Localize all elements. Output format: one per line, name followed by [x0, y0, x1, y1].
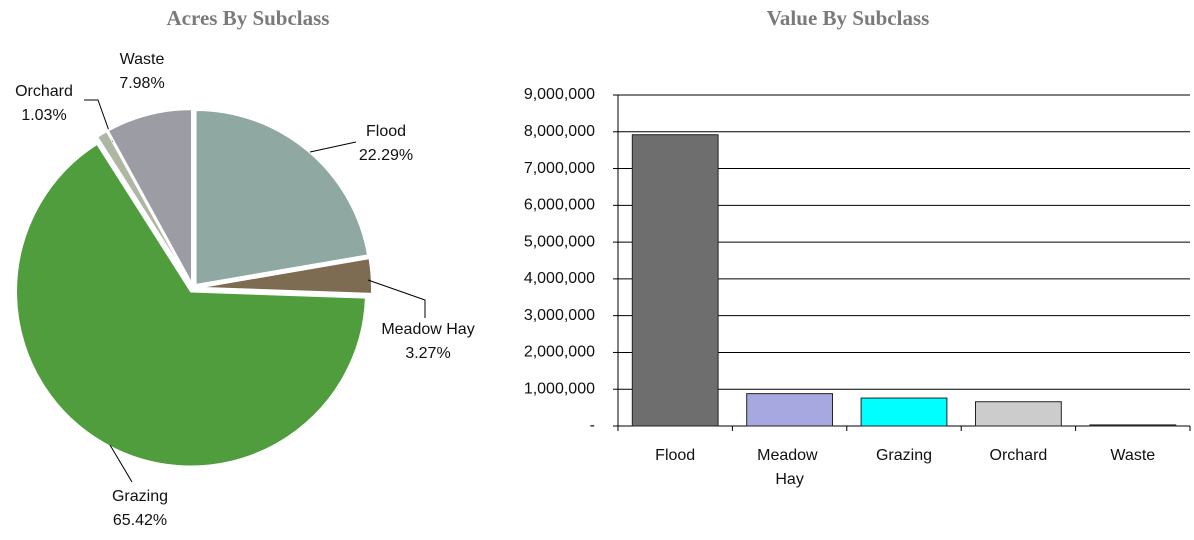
x-tick-label: Flood: [655, 447, 695, 464]
slice-value-label: 7.98%: [119, 75, 164, 92]
bar: [746, 393, 834, 427]
y-tick-label: 6,000,000: [524, 197, 595, 214]
pie-slice: [196, 256, 373, 295]
bar: [631, 134, 719, 427]
y-tick-label: 7,000,000: [524, 160, 595, 177]
slice-label: Waste: [120, 51, 165, 68]
slice-label: Flood: [366, 123, 406, 140]
y-tick-label: 2,000,000: [524, 344, 595, 361]
slice-value-label: 3.27%: [405, 345, 450, 362]
slice-value-label: 1.03%: [21, 107, 66, 124]
slice-value-label: 22.29%: [359, 147, 413, 164]
leader-line: [309, 141, 357, 153]
y-tick-label: 3,000,000: [524, 307, 595, 324]
bar: [860, 397, 948, 427]
slice-label: Meadow Hay: [381, 321, 474, 338]
pie-slice: [194, 108, 370, 287]
x-tick-label: Waste: [1110, 447, 1155, 464]
x-tick-label: Orchard: [990, 447, 1048, 464]
chart-title: Value By Subclass: [767, 6, 930, 30]
bar: [975, 401, 1062, 427]
slice-value-label: 65.42%: [113, 512, 167, 529]
y-tick-label: 1,000,000: [524, 380, 595, 397]
y-tick-label: -: [590, 417, 595, 434]
y-tick-label: 4,000,000: [524, 270, 595, 287]
leader-line: [367, 279, 426, 318]
chart-title: Acres By Subclass: [167, 6, 330, 30]
bar: [1089, 424, 1177, 427]
pie-slice: [95, 129, 192, 286]
leader-line: [84, 99, 114, 143]
x-tick-label: Grazing: [876, 447, 932, 464]
y-tick-label: 9,000,000: [524, 86, 595, 103]
x-tick-label: Meadow Hay: [757, 447, 822, 488]
leader-line: [109, 444, 133, 483]
y-tick-label: 8,000,000: [524, 123, 595, 140]
pie-slice: [15, 142, 367, 468]
slice-label: Orchard: [15, 83, 73, 100]
slice-label: Grazing: [112, 488, 168, 505]
y-tick-label: 5,000,000: [524, 233, 595, 250]
pie-slice: [106, 108, 194, 285]
